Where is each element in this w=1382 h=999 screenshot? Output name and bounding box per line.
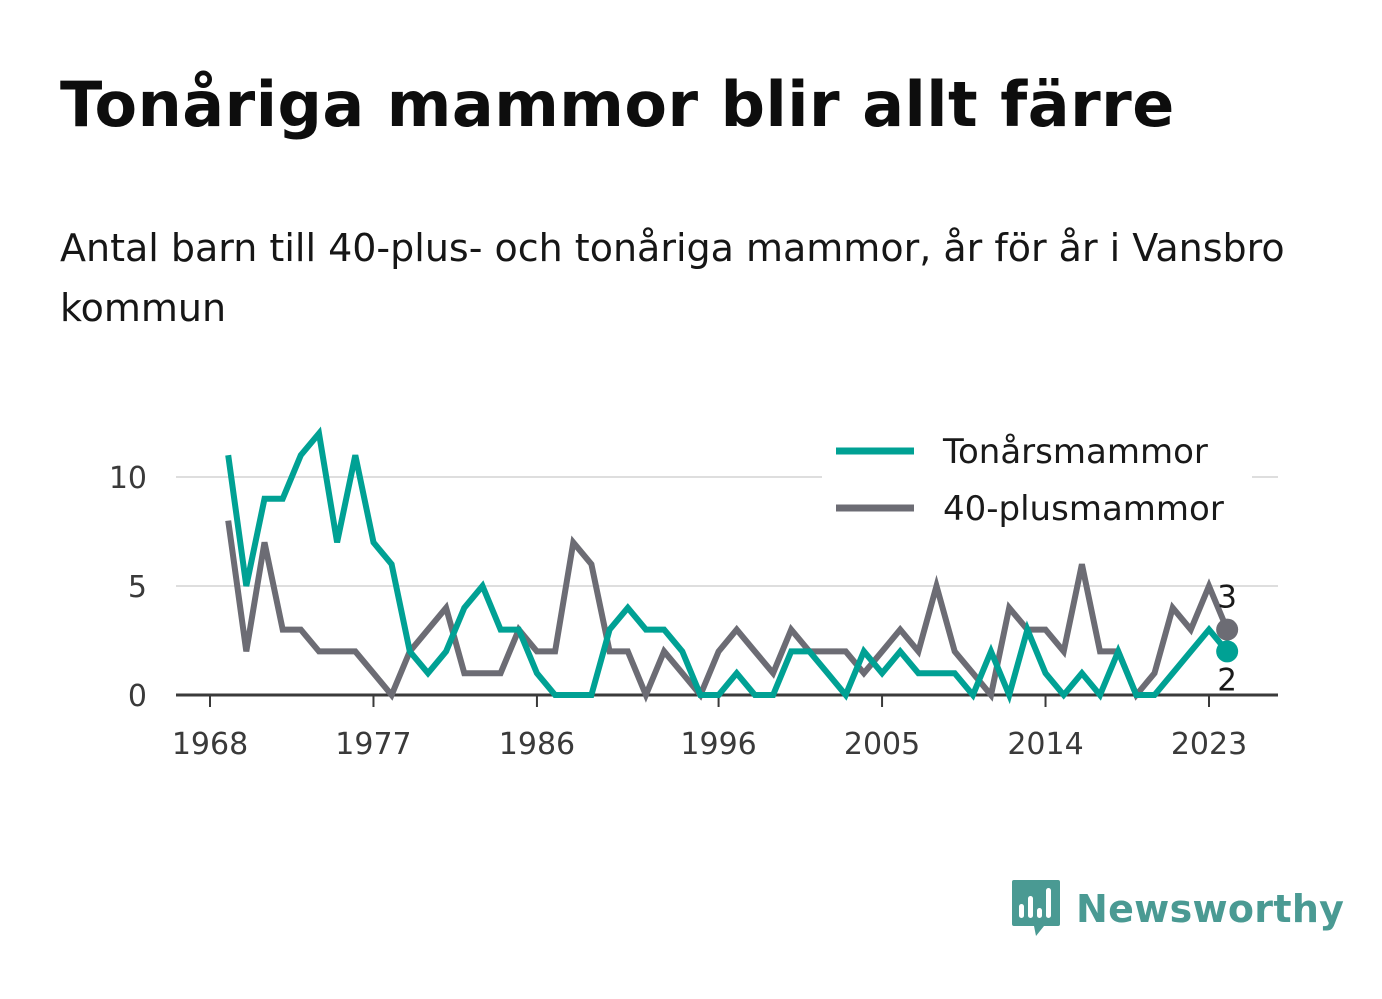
- y-tick-label: 10: [109, 461, 147, 496]
- bar-chart-speech-bubble-icon: [1012, 880, 1060, 936]
- legend-label: 40-plusmammor: [943, 489, 1224, 529]
- x-tick-label: 1968: [172, 727, 248, 762]
- legend-label: Tonårsmammor: [942, 432, 1208, 472]
- y-tick-label: 5: [128, 570, 147, 605]
- x-tick-label: 1977: [335, 727, 411, 762]
- brand-name: Newsworthy: [1076, 887, 1345, 931]
- brand-logo: Newsworthy: [1010, 878, 1344, 940]
- x-tick-label: 2005: [844, 727, 920, 762]
- x-tick-label: 1996: [680, 727, 756, 762]
- series-line: [225, 520, 1230, 703]
- y-tick-label: 0: [128, 679, 147, 714]
- chart-title: Tonåriga mammor blir allt färre: [60, 68, 1175, 141]
- x-tick-label: 2023: [1171, 727, 1247, 762]
- series-end-dot: [1216, 640, 1239, 663]
- series-end-dot: [1216, 618, 1239, 641]
- chart-subtitle: Antal barn till 40-plus- och tonåriga ma…: [60, 226, 1285, 330]
- x-tick-label: 1986: [499, 727, 575, 762]
- series-line: [225, 426, 1230, 705]
- end-value-label: 2: [1217, 662, 1237, 698]
- x-tick-label: 2014: [1007, 727, 1083, 762]
- end-value-label: 3: [1217, 580, 1237, 616]
